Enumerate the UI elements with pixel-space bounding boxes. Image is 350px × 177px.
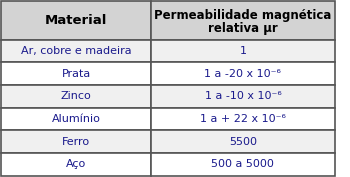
Text: 1 a -20 x 10⁻⁶: 1 a -20 x 10⁻⁶ xyxy=(204,69,281,79)
Text: 500 a 5000: 500 a 5000 xyxy=(211,159,274,169)
Bar xyxy=(151,1,335,40)
Bar xyxy=(151,108,335,130)
Text: relativa μr: relativa μr xyxy=(208,22,278,35)
Text: Ferro: Ferro xyxy=(62,137,90,147)
Text: Alumínio: Alumínio xyxy=(52,114,101,124)
Bar xyxy=(151,40,335,62)
Bar xyxy=(1,62,151,85)
Bar xyxy=(151,130,335,153)
Bar xyxy=(1,108,151,130)
Bar xyxy=(1,153,151,176)
Bar xyxy=(1,40,151,62)
Text: Material: Material xyxy=(45,14,107,27)
Text: 1: 1 xyxy=(239,46,246,56)
Text: 1 a -10 x 10⁻⁶: 1 a -10 x 10⁻⁶ xyxy=(204,91,281,101)
Bar xyxy=(1,85,151,108)
Text: Ar, cobre e madeira: Ar, cobre e madeira xyxy=(21,46,132,56)
Bar xyxy=(1,130,151,153)
Bar xyxy=(151,62,335,85)
Text: Prata: Prata xyxy=(62,69,91,79)
Bar xyxy=(1,1,151,40)
Text: Zinco: Zinco xyxy=(61,91,92,101)
Text: 1 a + 22 x 10⁻⁶: 1 a + 22 x 10⁻⁶ xyxy=(200,114,286,124)
Text: Permeabilidade magnética: Permeabilidade magnética xyxy=(154,9,331,22)
Text: Aço: Aço xyxy=(66,159,86,169)
Bar xyxy=(151,85,335,108)
Text: 5500: 5500 xyxy=(229,137,257,147)
Bar xyxy=(151,153,335,176)
